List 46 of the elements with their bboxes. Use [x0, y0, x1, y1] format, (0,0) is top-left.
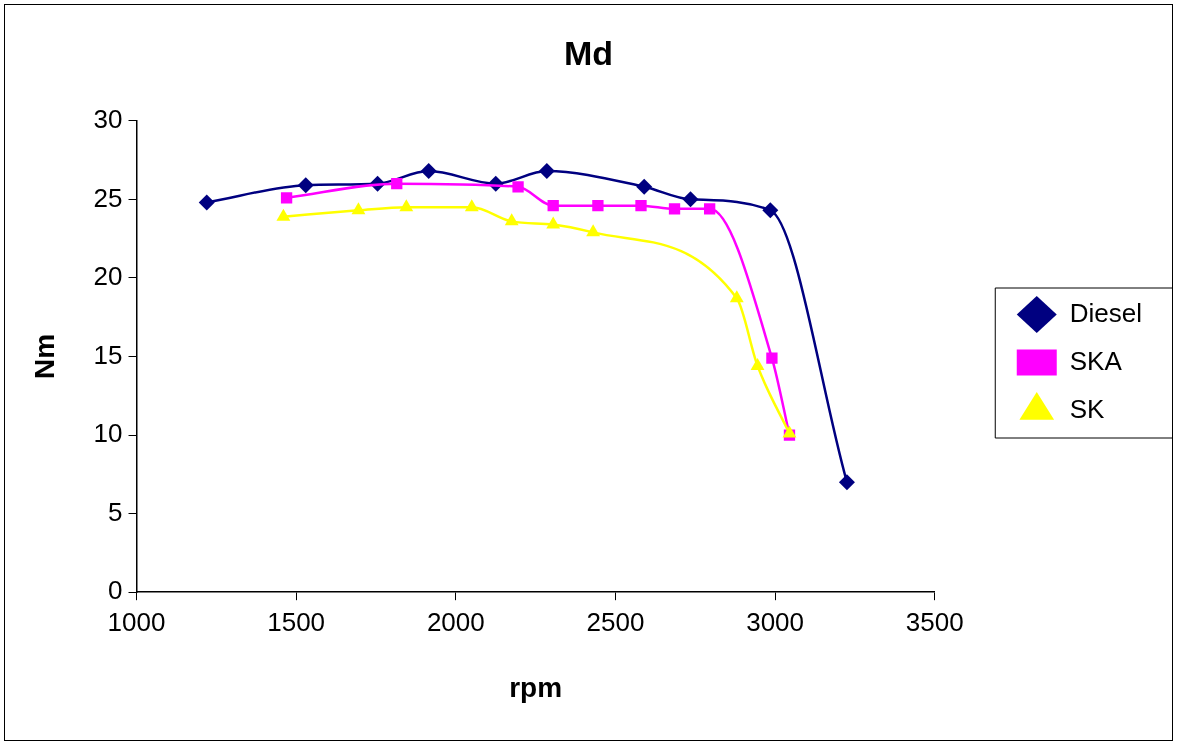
x-tick-label: 3500	[905, 606, 964, 637]
point	[351, 202, 366, 215]
legend-label: Diesel	[1069, 297, 1142, 328]
x-tick-label: 2000	[426, 606, 485, 637]
point	[766, 352, 778, 364]
y-tick-label: 10	[93, 418, 123, 449]
point	[750, 357, 765, 370]
y-axis-title: Nm	[28, 333, 60, 380]
point	[297, 177, 314, 194]
point	[546, 216, 561, 229]
x-axis-title: rpm	[509, 671, 563, 703]
x-tick-label: 2500	[586, 606, 645, 637]
point	[504, 213, 519, 226]
point	[586, 224, 601, 237]
y-tick-label: 20	[93, 261, 123, 292]
point	[635, 200, 647, 212]
point	[729, 290, 744, 303]
point	[838, 474, 855, 491]
point	[762, 202, 779, 219]
point	[682, 191, 699, 208]
point	[668, 203, 681, 215]
point	[782, 425, 797, 438]
y-tick-label: 0	[108, 575, 123, 606]
point	[547, 200, 559, 212]
legend-label: SK	[1069, 393, 1106, 424]
chart-title: Md	[563, 33, 614, 72]
point	[420, 163, 437, 180]
point	[592, 200, 604, 212]
x-tick-label: 3000	[746, 606, 805, 637]
x-tick-label: 1000	[107, 606, 166, 637]
y-tick-label: 15	[93, 339, 123, 370]
point	[198, 194, 215, 211]
y-tick-label: 5	[108, 496, 123, 527]
x-tick-label: 1500	[267, 606, 326, 637]
point	[399, 199, 414, 212]
point	[512, 181, 524, 193]
point	[276, 208, 291, 221]
point	[280, 192, 293, 204]
y-tick-label: 30	[93, 103, 123, 134]
point	[538, 163, 555, 180]
point	[391, 178, 403, 190]
y-tick-label: 25	[93, 182, 123, 213]
point	[703, 203, 716, 215]
legend-label: SKA	[1069, 345, 1123, 376]
point	[464, 199, 479, 212]
point	[636, 178, 653, 195]
